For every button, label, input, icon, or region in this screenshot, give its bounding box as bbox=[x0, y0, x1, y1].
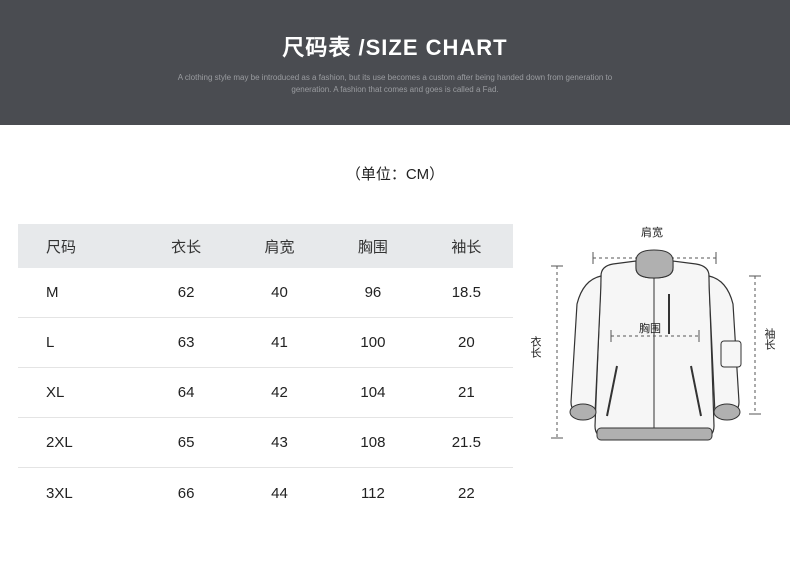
cell: M bbox=[18, 284, 139, 301]
cell: 100 bbox=[326, 334, 419, 351]
cell: 21 bbox=[420, 384, 513, 401]
cell: XL bbox=[18, 384, 139, 401]
header-subtitle: A clothing style may be introduced as a … bbox=[175, 72, 615, 94]
header-banner: 尺码表 /SIZE CHART A clothing style may be … bbox=[0, 0, 790, 125]
table-row: XL 64 42 104 21 bbox=[18, 368, 513, 418]
cell: L bbox=[18, 334, 139, 351]
diagram-label-length: 衣长 bbox=[527, 336, 543, 358]
cell: 40 bbox=[233, 284, 326, 301]
cell: 3XL bbox=[18, 485, 139, 502]
cell: 63 bbox=[139, 334, 232, 351]
col-length: 衣长 bbox=[139, 236, 232, 257]
cell: 21.5 bbox=[420, 434, 513, 451]
table-header-row: 尺码 衣长 肩宽 胸围 袖长 bbox=[18, 224, 513, 268]
cell: 20 bbox=[420, 334, 513, 351]
size-table: 尺码 衣长 肩宽 胸围 袖长 M 62 40 96 18.5 L 63 41 1… bbox=[18, 224, 513, 518]
table-row: L 63 41 100 20 bbox=[18, 318, 513, 368]
jacket-svg bbox=[521, 216, 781, 476]
unit-label: （单位：CM） bbox=[0, 163, 790, 184]
header-title: 尺码表 /SIZE CHART bbox=[282, 30, 507, 62]
diagram-label-chest: 胸围 bbox=[639, 320, 661, 336]
cell: 64 bbox=[139, 384, 232, 401]
cell: 41 bbox=[233, 334, 326, 351]
cell: 108 bbox=[326, 434, 419, 451]
col-shoulder: 肩宽 bbox=[233, 236, 326, 257]
cell: 104 bbox=[326, 384, 419, 401]
col-size: 尺码 bbox=[18, 236, 139, 257]
jacket-diagram: 肩宽 胸围 衣长 袖长 bbox=[521, 216, 781, 476]
cell: 66 bbox=[139, 485, 232, 502]
content: 尺码 衣长 肩宽 胸围 袖长 M 62 40 96 18.5 L 63 41 1… bbox=[0, 224, 790, 518]
diagram-label-sleeve: 袖长 bbox=[761, 328, 777, 350]
table-row: M 62 40 96 18.5 bbox=[18, 268, 513, 318]
cell: 112 bbox=[326, 485, 419, 502]
table-row: 3XL 66 44 112 22 bbox=[18, 468, 513, 518]
table-row: 2XL 65 43 108 21.5 bbox=[18, 418, 513, 468]
cell: 96 bbox=[326, 284, 419, 301]
cell: 44 bbox=[233, 485, 326, 502]
cell: 65 bbox=[139, 434, 232, 451]
cell: 22 bbox=[420, 485, 513, 502]
cell: 18.5 bbox=[420, 284, 513, 301]
cell: 2XL bbox=[18, 434, 139, 451]
cell: 42 bbox=[233, 384, 326, 401]
col-chest: 胸围 bbox=[326, 236, 419, 257]
col-sleeve: 袖长 bbox=[420, 236, 513, 257]
diagram-label-shoulder: 肩宽 bbox=[641, 224, 663, 240]
cell: 43 bbox=[233, 434, 326, 451]
cell: 62 bbox=[139, 284, 232, 301]
